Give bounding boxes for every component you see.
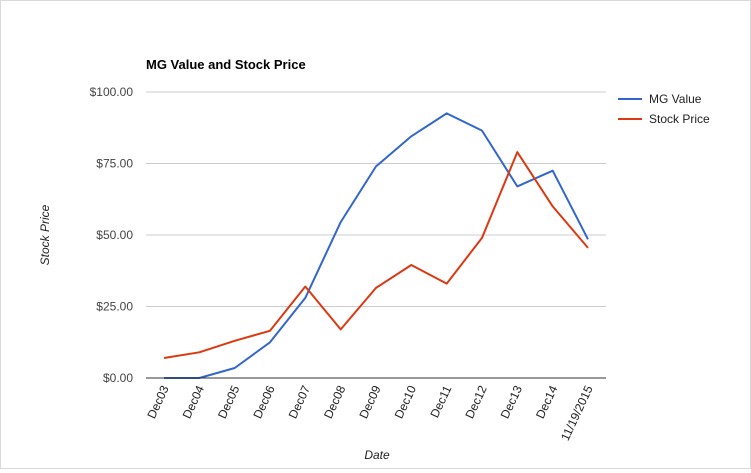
x-tick-label: Dec08 — [321, 383, 348, 421]
x-tick-label: Dec10 — [392, 383, 419, 421]
chart-title: MG Value and Stock Price — [146, 57, 306, 72]
x-tick-label: Dec06 — [250, 383, 277, 421]
y-tick-label: $100.00 — [90, 85, 134, 99]
x-tick-label: Dec14 — [533, 383, 560, 421]
x-tick-label: Dec07 — [286, 383, 313, 421]
series-line-mg-value — [164, 112, 589, 379]
x-tick-label: 11/19/2015 — [558, 383, 596, 443]
x-tick-label: Dec05 — [215, 383, 242, 421]
y-axis-label: Stock Price — [38, 204, 52, 265]
y-tick-label: $75.00 — [96, 157, 133, 171]
x-tick-label: Dec03 — [144, 383, 171, 421]
x-axis-tick-labels: Dec03 Dec04 Dec05 Dec06 Dec07 Dec08 Dec09 Dec10… — [144, 383, 595, 443]
y-tick-label: $50.00 — [96, 228, 133, 242]
y-tick-label: $0.00 — [103, 371, 133, 385]
x-tick-label: Dec13 — [498, 383, 525, 421]
series-lines — [163, 112, 589, 379]
series-line-stock-price — [163, 151, 589, 359]
x-axis-label: Date — [364, 448, 390, 462]
legend-label-mg-value: MG Value — [649, 92, 702, 106]
legend: MG Value Stock Price — [618, 92, 710, 126]
x-tick-label: Dec11 — [427, 383, 454, 420]
x-tick-label: Dec09 — [356, 383, 383, 421]
y-axis-tick-labels: $0.00 $25.00 $50.00 $75.00 $100.00 — [90, 85, 134, 385]
x-tick-label: Dec04 — [180, 383, 207, 421]
x-tick-label: Dec12 — [462, 383, 489, 421]
y-tick-label: $25.00 — [96, 300, 133, 314]
gridlines — [146, 91, 606, 307]
legend-label-stock-price: Stock Price — [649, 112, 710, 126]
